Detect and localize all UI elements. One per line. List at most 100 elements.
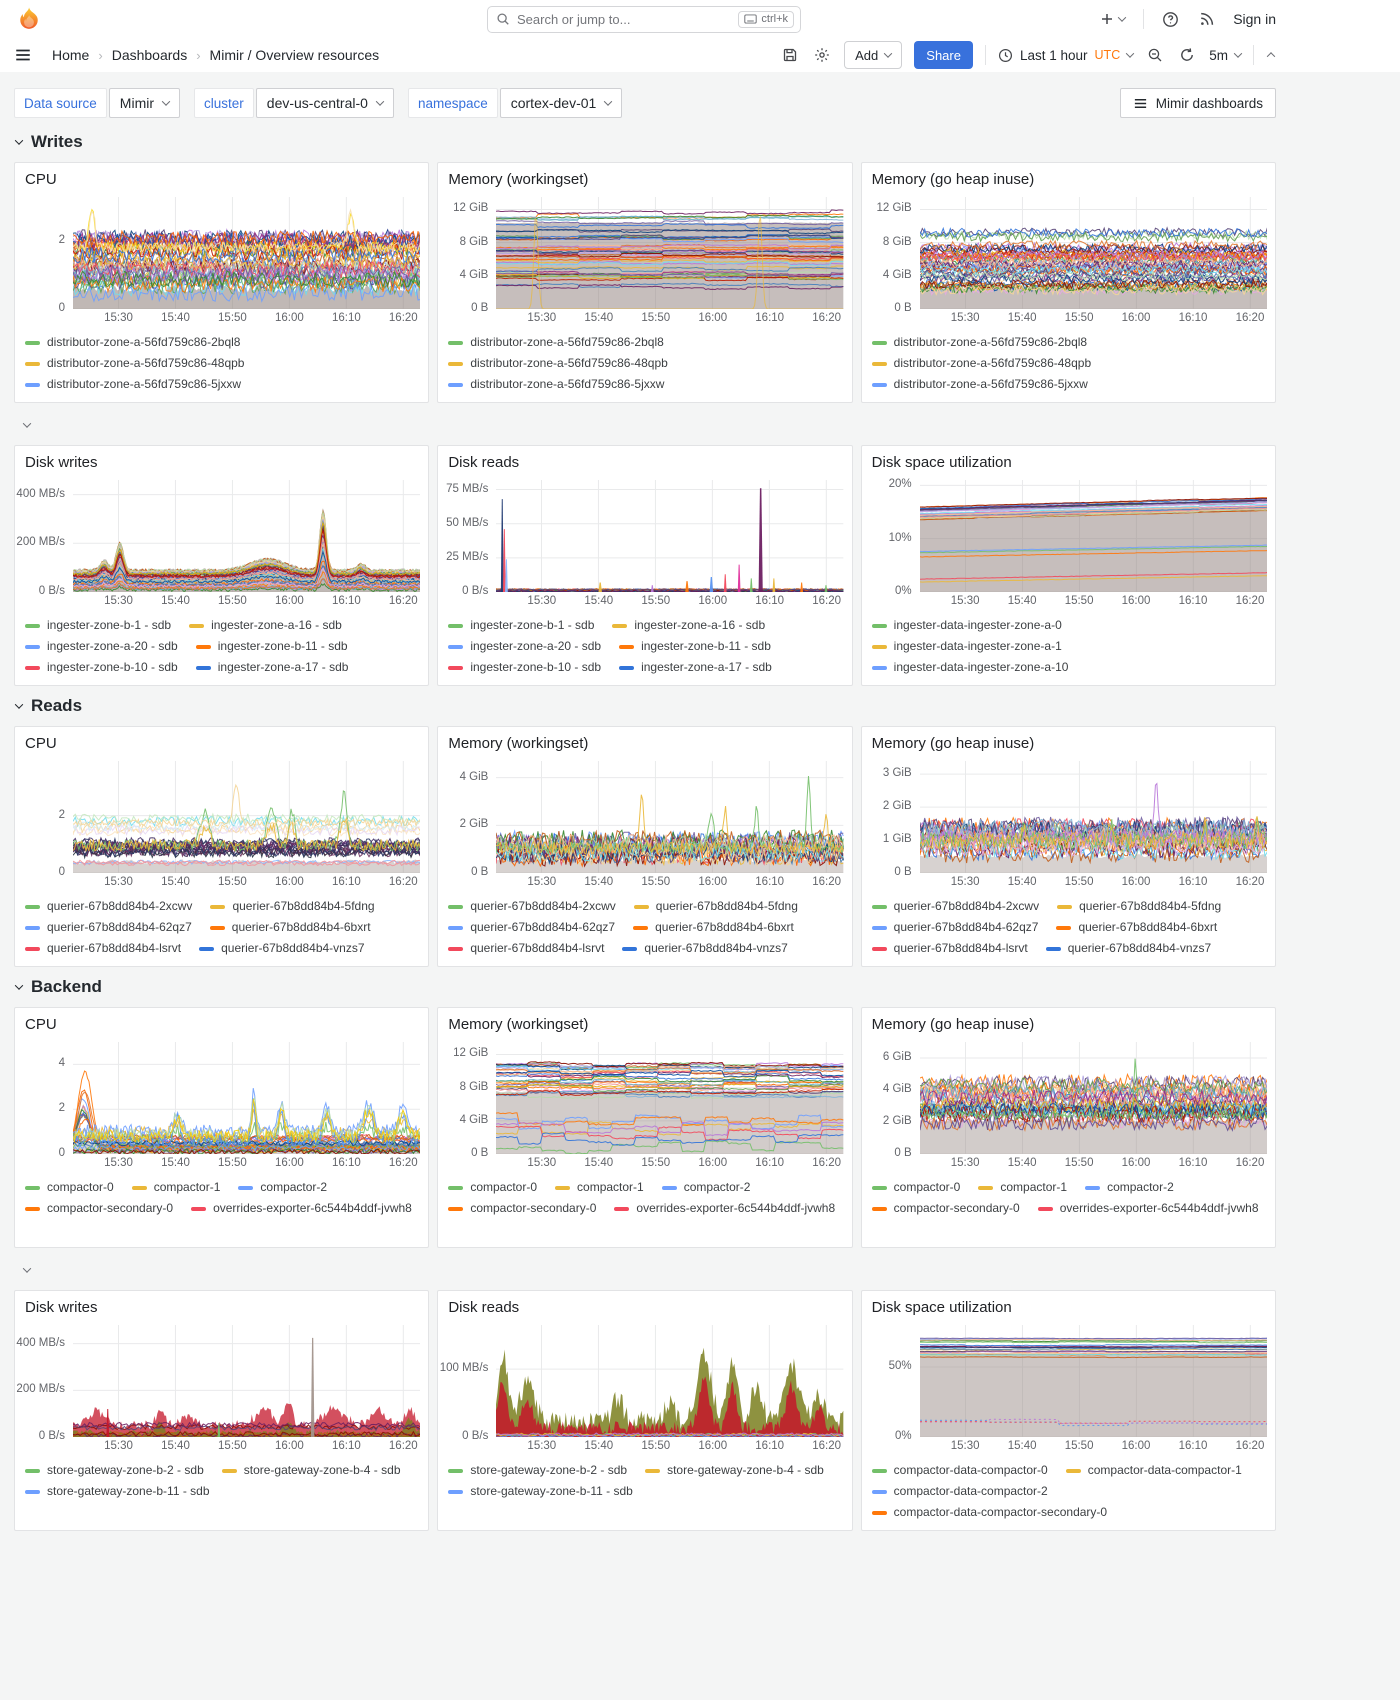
section-header-writes[interactable]: Writes bbox=[14, 132, 1276, 152]
legend-item[interactable]: compactor-secondary-0 bbox=[448, 1202, 596, 1215]
legend-item[interactable]: compactor-data-compactor-secondary-0 bbox=[871, 1506, 1107, 1519]
legend-item[interactable]: compactor-2 bbox=[1085, 1181, 1174, 1194]
sign-in-button[interactable]: Sign in bbox=[1233, 11, 1276, 27]
legend-item[interactable]: compactor-1 bbox=[978, 1181, 1067, 1194]
legend-item[interactable]: ingester-zone-a-20 - sdb bbox=[25, 640, 178, 653]
chart-plot[interactable] bbox=[919, 197, 1267, 309]
legend-item[interactable]: querier-67b8dd84b4-lsrvt bbox=[448, 942, 604, 955]
legend-item[interactable]: distributor-zone-a-56fd759c86-5jxxw bbox=[448, 378, 664, 391]
collapsed-row-toggle[interactable] bbox=[14, 413, 1276, 437]
legend-item[interactable]: compactor-0 bbox=[448, 1181, 537, 1194]
legend-item[interactable]: compactor-1 bbox=[555, 1181, 644, 1194]
dashboard-settings-button[interactable] bbox=[812, 45, 832, 65]
legend-item[interactable]: querier-67b8dd84b4-5fdng bbox=[210, 900, 375, 913]
time-range-picker[interactable]: Last 1 hour UTC bbox=[998, 48, 1135, 63]
variable-cluster-value[interactable]: dev-us-central-0 bbox=[255, 88, 394, 118]
variable-namespace-value[interactable]: cortex-dev-01 bbox=[499, 88, 623, 118]
panel-title[interactable]: Disk reads bbox=[448, 1299, 520, 1316]
legend-item[interactable]: store-gateway-zone-b-11 - sdb bbox=[448, 1485, 633, 1498]
legend-item[interactable]: querier-67b8dd84b4-vnzs7 bbox=[199, 942, 365, 955]
legend-item[interactable]: distributor-zone-a-56fd759c86-2bql8 bbox=[871, 336, 1087, 349]
legend-item[interactable]: querier-67b8dd84b4-lsrvt bbox=[25, 942, 181, 955]
collapsed-row-toggle[interactable] bbox=[14, 1258, 1276, 1282]
legend-item[interactable]: store-gateway-zone-b-2 - sdb bbox=[25, 1464, 204, 1477]
panel-title[interactable]: Memory (go heap inuse) bbox=[871, 171, 1035, 188]
legend-item[interactable]: overrides-exporter-6c544b4ddf-jvwh8 bbox=[614, 1202, 835, 1215]
mega-menu-button[interactable] bbox=[12, 44, 34, 66]
save-dashboard-button[interactable] bbox=[780, 45, 800, 65]
chart-plot[interactable] bbox=[73, 197, 421, 309]
chart-plot[interactable] bbox=[73, 1042, 421, 1154]
panel-title[interactable]: Memory (workingset) bbox=[448, 1016, 589, 1033]
panel-title[interactable]: Memory (go heap inuse) bbox=[871, 735, 1035, 752]
legend-item[interactable]: querier-67b8dd84b4-6bxrt bbox=[209, 921, 371, 934]
legend-item[interactable]: store-gateway-zone-b-11 - sdb bbox=[25, 1485, 210, 1498]
chart-plot[interactable] bbox=[496, 1042, 844, 1154]
legend-item[interactable]: querier-67b8dd84b4-2xcwv bbox=[25, 900, 192, 913]
panel-title[interactable]: Disk space utilization bbox=[871, 454, 1012, 471]
grafana-logo-icon[interactable] bbox=[16, 6, 42, 32]
legend-item[interactable]: querier-67b8dd84b4-5fdng bbox=[1057, 900, 1221, 913]
legend-item[interactable]: compactor-secondary-0 bbox=[25, 1202, 173, 1215]
legend-item[interactable]: distributor-zone-a-56fd759c86-2bql8 bbox=[448, 336, 664, 349]
legend-item[interactable]: ingester-zone-a-16 - sdb bbox=[612, 619, 765, 632]
breadcrumb-dashboards[interactable]: Dashboards bbox=[111, 47, 188, 63]
panel-title[interactable]: CPU bbox=[25, 171, 57, 188]
chart-plot[interactable] bbox=[73, 761, 421, 873]
legend-item[interactable]: store-gateway-zone-b-4 - sdb bbox=[221, 1464, 401, 1477]
legend-item[interactable]: querier-67b8dd84b4-62qz7 bbox=[448, 921, 615, 934]
legend-item[interactable]: ingester-zone-b-10 - sdb bbox=[25, 661, 178, 674]
refresh-interval-picker[interactable]: 5m bbox=[1209, 48, 1243, 63]
legend-item[interactable]: compactor-0 bbox=[871, 1181, 960, 1194]
news-button[interactable] bbox=[1197, 9, 1217, 29]
legend-item[interactable]: ingester-zone-b-10 - sdb bbox=[448, 661, 601, 674]
variable-datasource-value[interactable]: Mimir bbox=[108, 88, 181, 118]
legend-item[interactable]: distributor-zone-a-56fd759c86-2bql8 bbox=[25, 336, 240, 349]
chart-plot[interactable] bbox=[496, 1325, 844, 1437]
chart-plot[interactable] bbox=[919, 1325, 1267, 1437]
search-input[interactable]: Search or jump to... ctrl+k bbox=[487, 5, 801, 33]
legend-item[interactable]: querier-67b8dd84b4-vnzs7 bbox=[622, 942, 788, 955]
legend-item[interactable]: overrides-exporter-6c544b4ddf-jvwh8 bbox=[1037, 1202, 1259, 1215]
legend-item[interactable]: compactor-data-compactor-2 bbox=[871, 1485, 1048, 1498]
legend-item[interactable]: ingester-data-ingester-zone-a-0 bbox=[871, 619, 1062, 632]
chart-plot[interactable] bbox=[73, 480, 421, 592]
section-header-backend[interactable]: Backend bbox=[14, 977, 1276, 997]
legend-item[interactable]: compactor-secondary-0 bbox=[871, 1202, 1020, 1215]
panel-title[interactable]: Disk writes bbox=[25, 454, 98, 471]
panel-title[interactable]: Memory (go heap inuse) bbox=[871, 1016, 1035, 1033]
legend-item[interactable]: querier-67b8dd84b4-5fdng bbox=[633, 900, 798, 913]
chart-plot[interactable] bbox=[919, 480, 1267, 592]
panel-title[interactable]: Memory (workingset) bbox=[448, 735, 589, 752]
chart-plot[interactable] bbox=[496, 197, 844, 309]
legend-item[interactable]: ingester-zone-b-1 - sdb bbox=[448, 619, 594, 632]
legend-item[interactable]: compactor-0 bbox=[25, 1181, 114, 1194]
add-new-button[interactable] bbox=[1097, 9, 1127, 29]
chart-plot[interactable] bbox=[496, 761, 844, 873]
legend-item[interactable]: distributor-zone-a-56fd759c86-5jxxw bbox=[25, 378, 241, 391]
legend-item[interactable]: compactor-1 bbox=[131, 1181, 220, 1194]
chart-plot[interactable] bbox=[496, 480, 843, 592]
legend-item[interactable]: compactor-data-compactor-1 bbox=[1065, 1464, 1242, 1477]
panel-title[interactable]: Memory (workingset) bbox=[448, 171, 589, 188]
panel-title[interactable]: Disk writes bbox=[25, 1299, 98, 1316]
legend-item[interactable]: querier-67b8dd84b4-6bxrt bbox=[633, 921, 794, 934]
legend-item[interactable]: ingester-zone-a-16 - sdb bbox=[189, 619, 342, 632]
panel-title[interactable]: Disk space utilization bbox=[871, 1299, 1012, 1316]
legend-item[interactable]: store-gateway-zone-b-4 - sdb bbox=[645, 1464, 824, 1477]
legend-item[interactable]: ingester-data-ingester-zone-a-1 bbox=[871, 640, 1062, 653]
chart-plot[interactable] bbox=[919, 1042, 1267, 1154]
legend-item[interactable]: distributor-zone-a-56fd759c86-48qpb bbox=[448, 357, 668, 370]
chart-plot[interactable] bbox=[919, 761, 1267, 873]
legend-item[interactable]: querier-67b8dd84b4-vnzs7 bbox=[1045, 942, 1211, 955]
variable-cluster-label[interactable]: cluster bbox=[194, 88, 254, 118]
share-button[interactable]: Share bbox=[914, 41, 973, 69]
legend-item[interactable]: compactor-2 bbox=[238, 1181, 327, 1194]
panel-title[interactable]: CPU bbox=[25, 735, 57, 752]
mimir-dashboards-button[interactable]: Mimir dashboards bbox=[1119, 88, 1276, 118]
zoom-out-time-button[interactable] bbox=[1145, 45, 1165, 65]
panel-title[interactable]: CPU bbox=[25, 1016, 57, 1033]
refresh-button[interactable] bbox=[1177, 45, 1197, 65]
legend-item[interactable]: distributor-zone-a-56fd759c86-48qpb bbox=[25, 357, 244, 370]
legend-item[interactable]: querier-67b8dd84b4-6bxrt bbox=[1056, 921, 1217, 934]
